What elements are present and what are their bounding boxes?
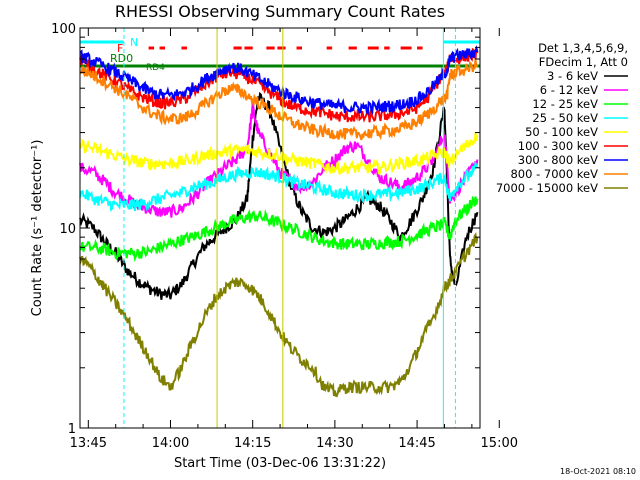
x-tick-label: 15:00 [481, 436, 518, 451]
flag-flare-bar [348, 46, 357, 50]
flag-flare-bar [384, 46, 390, 50]
y-tick-label: 10 [59, 222, 76, 237]
y-tick-label: 1 [68, 422, 76, 437]
annotation-rd0: RD0 [110, 52, 133, 65]
series-line-8 [79, 232, 479, 398]
series-line-2 [79, 195, 479, 262]
flag-flare-bar [326, 46, 333, 50]
legend-label: 800 - 7000 keV [510, 167, 598, 181]
flag-flare-bar [148, 46, 155, 50]
series-line-6 [79, 45, 479, 116]
legend: Det 1,3,4,5,6,9, FDecim 1, Att 0 3 - 6 k… [496, 41, 628, 195]
x-tick-label: 14:45 [398, 436, 435, 451]
legend-header-line-2: FDecim 1, Att 0 [539, 55, 628, 69]
flag-night-bar [80, 40, 124, 44]
flag-flare-bar [266, 46, 275, 50]
legend-label: 7000 - 15000 keV [496, 181, 598, 195]
x-tick-label: 14:15 [234, 436, 271, 451]
legend-label: 300 - 800 keV [518, 153, 598, 167]
y-axis-label: Count Rate (s⁻¹ detector⁻¹) [30, 140, 45, 317]
series-line-3 [79, 160, 479, 212]
annotation-flare: F [117, 42, 123, 55]
flag-flare-bar [400, 46, 412, 50]
x-tick-label: 14:00 [152, 436, 189, 451]
annotation-rd4: RD4 [146, 63, 165, 73]
x-tick-label: 14:30 [316, 436, 353, 451]
axes: 13:45 14:00 14:15 14:30 14:45 15:00 100 10 1 [51, 22, 518, 451]
flag-decimation-bar [80, 64, 481, 68]
series-line-0 [79, 91, 479, 300]
series-line-5 [79, 47, 479, 123]
annotation-night: N [130, 36, 138, 49]
vertical-markers [123, 28, 456, 428]
flag-flare-bar [159, 46, 166, 50]
series-lines [79, 45, 479, 398]
series-line-7 [79, 59, 479, 141]
flag-flare-bar [233, 46, 242, 50]
series-line-1 [79, 102, 479, 218]
footer-timestamp: 18-Oct-2021 08:10 [560, 467, 636, 476]
flag-flare-bar [367, 46, 379, 50]
chart-title: RHESSI Observing Summary Count Rates [115, 2, 445, 21]
flag-flare-bar [244, 46, 253, 50]
series-line-4 [79, 132, 479, 176]
flag-flare-bar [277, 46, 286, 50]
legend-label: 6 - 12 keV [540, 83, 598, 97]
legend-label: 12 - 25 keV [532, 97, 598, 111]
flag-flare-bar [296, 46, 303, 50]
flag-flare-bar [417, 46, 423, 50]
legend-label: 3 - 6 keV [547, 69, 598, 83]
flag-flare-bar [181, 46, 187, 50]
legend-label: 50 - 100 keV [525, 125, 598, 139]
legend-label: 25 - 50 keV [532, 111, 598, 125]
y-tick-label: 100 [51, 22, 76, 37]
x-axis-label: Start Time (03-Dec-06 13:31:22) [174, 456, 386, 471]
legend-header-line-1: Det 1,3,4,5,6,9, [538, 41, 628, 55]
legend-label: 100 - 300 keV [518, 139, 598, 153]
x-tick-label: 13:45 [70, 436, 107, 451]
flag-night-bar [443, 40, 480, 44]
flag-bars [80, 40, 481, 68]
